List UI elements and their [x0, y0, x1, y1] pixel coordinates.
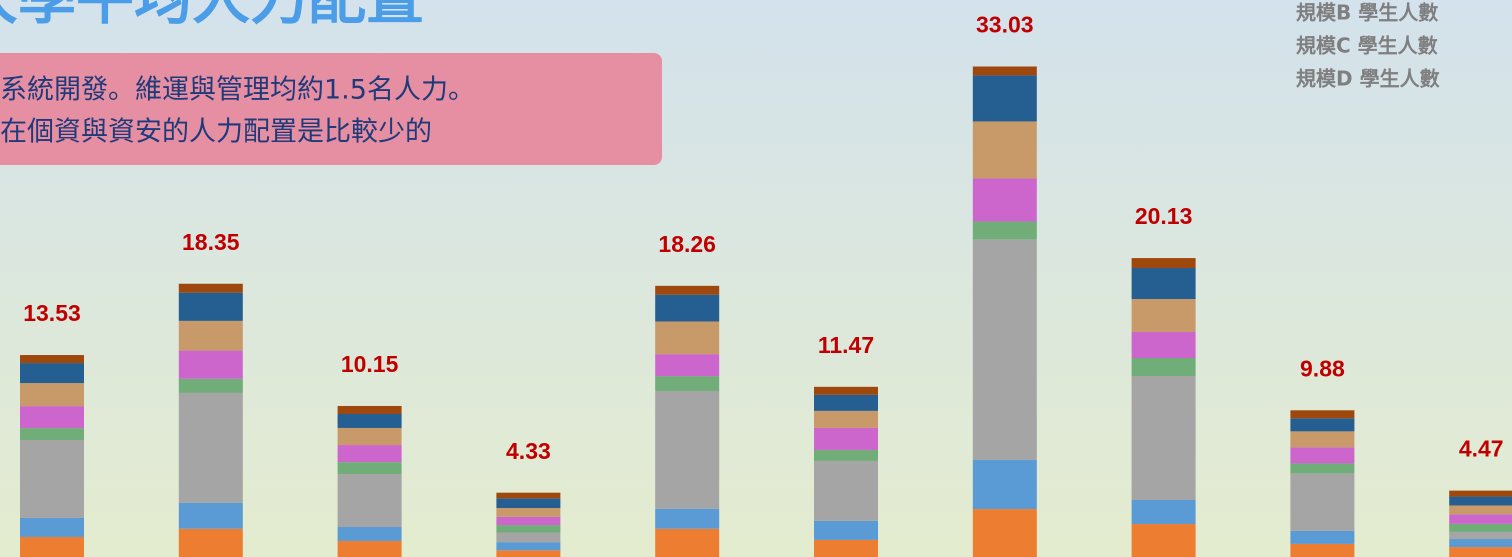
bar-segment — [178, 350, 243, 379]
bar-segment — [1449, 505, 1512, 515]
total-label: 4.33 — [506, 438, 551, 464]
bar-segment — [814, 410, 878, 428]
bar-segment — [20, 517, 84, 537]
total-label: 18.26 — [658, 231, 716, 257]
bar-segment — [337, 462, 402, 474]
total-label: 13.53 — [23, 300, 81, 326]
bar-segment — [1290, 463, 1355, 474]
bar-segment — [20, 383, 84, 407]
bar-segment — [972, 239, 1037, 461]
bar-segment — [655, 390, 720, 509]
bar-segment — [1290, 418, 1355, 432]
bar-segment — [178, 392, 243, 503]
bar-segment — [655, 528, 720, 557]
bar-segment — [1290, 410, 1355, 419]
bar-segment — [1131, 268, 1196, 300]
bar-segment — [337, 427, 402, 446]
bar-segment — [814, 539, 878, 557]
bar-segment — [1131, 258, 1196, 269]
bar-segment — [1449, 523, 1512, 532]
legend-entry: 規模C 學生人數 — [1296, 34, 1438, 58]
bar-segment — [655, 354, 720, 377]
bar-segment — [20, 363, 84, 384]
bar-segment — [1449, 547, 1512, 557]
bar-segment — [178, 502, 243, 529]
bar-segment — [655, 294, 720, 322]
bar-segment — [814, 427, 878, 450]
bar-segment — [20, 406, 84, 429]
bar-segment — [496, 516, 561, 526]
bar-segment — [496, 532, 561, 543]
bar-segment — [337, 473, 402, 528]
legend-entry: 規模B 學生人數 — [1296, 1, 1438, 25]
bar-segment — [496, 498, 561, 508]
bar-segment — [496, 492, 561, 499]
bar-segment — [1290, 431, 1355, 448]
bar-segment — [972, 121, 1037, 179]
bar-segment — [655, 376, 720, 391]
bar-segment — [1290, 530, 1355, 544]
bar-segment — [496, 525, 561, 533]
bar-segment — [178, 283, 243, 293]
bar-segment — [1131, 358, 1196, 376]
bar-segment — [972, 460, 1037, 510]
bar-segment — [1449, 496, 1512, 506]
bar-segment — [496, 507, 561, 517]
bar-segment — [655, 321, 720, 355]
bar-segment — [20, 536, 84, 557]
total-label: 33.03 — [976, 12, 1034, 38]
total-label: 11.47 — [818, 332, 874, 358]
bar-segment — [1449, 514, 1512, 524]
bar-segment — [655, 508, 720, 529]
bar-segment — [1449, 490, 1512, 497]
bar-segment — [1131, 299, 1196, 333]
total-label: 9.88 — [1300, 355, 1345, 381]
bar-segment — [1449, 539, 1512, 548]
bar-segment — [1290, 543, 1355, 557]
slide-title: 大學平均人力配置 — [0, 0, 424, 32]
callout-line: 在個資與資安的人力配置是比較少的 — [0, 117, 432, 148]
bar-segment — [1290, 447, 1355, 464]
bar-segment — [178, 320, 243, 351]
total-label: 4.47 — [1459, 436, 1504, 462]
bar-segment — [20, 428, 84, 440]
bar-segment — [1131, 332, 1196, 359]
bar-segment — [972, 75, 1037, 122]
bar-segment — [1131, 524, 1196, 557]
bar-segment — [178, 378, 243, 393]
bar-segment — [337, 540, 402, 557]
bar-segment — [1449, 531, 1512, 540]
legend-entry: 規模D 學生人數 — [1296, 67, 1440, 91]
bar-segment — [20, 355, 84, 364]
bar-segment — [496, 542, 561, 551]
bar-segment — [337, 527, 402, 541]
total-label: 18.35 — [182, 229, 240, 255]
bar-segment — [337, 405, 402, 414]
bar-segment — [1131, 499, 1196, 525]
total-label: 20.13 — [1135, 203, 1193, 229]
bar-segment — [814, 520, 878, 540]
callout-line: 系統開發。維運與管理均約1.5名人力。 — [0, 75, 475, 106]
bar-segment — [814, 394, 878, 411]
bar-segment — [337, 445, 402, 463]
bar-segment — [972, 66, 1037, 76]
bar-segment — [814, 386, 878, 395]
bar-segment — [20, 439, 84, 518]
total-label: 10.15 — [341, 351, 399, 377]
bar-segment — [814, 460, 878, 521]
bar-segment — [178, 292, 243, 321]
bar-segment — [972, 509, 1037, 557]
bar-segment — [1131, 375, 1196, 500]
bar-segment — [337, 413, 402, 428]
bar-segment — [655, 285, 720, 295]
callout-box — [0, 53, 662, 165]
bar-segment — [496, 550, 561, 557]
bar-segment — [972, 221, 1037, 240]
bar-segment — [178, 528, 243, 557]
bar-segment — [1290, 473, 1355, 531]
bar-segment — [972, 178, 1037, 222]
bar-segment — [814, 449, 878, 461]
